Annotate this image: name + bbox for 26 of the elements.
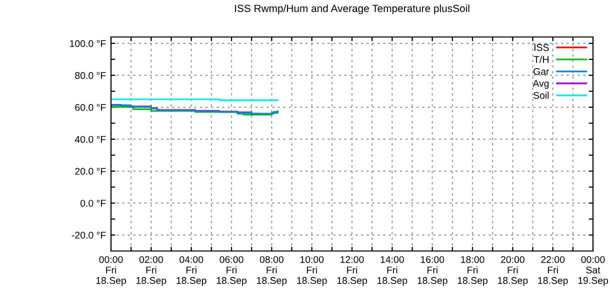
y-tick-label: 20.0 °F (75, 168, 106, 175)
legend-label: Gar (534, 68, 550, 75)
x-tick-label: 16:00 Fri 18.Sep (418, 256, 448, 286)
x-tick-label: 06:00 Fri 18.Sep (216, 256, 246, 286)
x-tick-label: 00:00 Fri 18.Sep (96, 256, 126, 286)
x-tick-label: 20:00 Fri 18.Sep (498, 256, 528, 286)
x-tick-label: 14:00 Fri 18.Sep (378, 256, 408, 286)
legend-label: Avg (532, 80, 549, 89)
y-tick-label: 40.0 °F (74, 136, 106, 143)
y-tick-label: 60.0 °F (75, 104, 106, 111)
x-tick-label: 02:00 Fri 18.Sep (136, 256, 166, 286)
x-tick-label: 04:00 Fri 18.Sep (176, 256, 206, 286)
x-tick-label: 00:00 Sat 19.Sep (578, 256, 608, 286)
x-tick-label: 18:00 Fri 18.Sep (458, 256, 488, 286)
x-tick-label: 22:00 Fri 18.Sep (538, 256, 568, 286)
x-tick-label: 08:00 Fri 18.Sep (257, 256, 287, 286)
x-tick-label: 12:00 Fri 18.Sep (337, 256, 367, 286)
x-tick-label: 10:00 Fri 18.Sep (297, 256, 327, 286)
legend-label: T/H (534, 56, 548, 63)
y-tick-label: 0.0 °F (80, 200, 106, 207)
y-tick-label: 100.0 °F (70, 40, 106, 48)
chart-title: ISS Rwmp/Hum and Average Temperature plusSoil (235, 4, 470, 14)
legend-label: Soil (533, 92, 549, 99)
y-tick-label: 80.0 °F (75, 72, 106, 79)
y-tick-label: -20.0 °F (72, 232, 106, 239)
legend-label: ISS (534, 44, 549, 51)
